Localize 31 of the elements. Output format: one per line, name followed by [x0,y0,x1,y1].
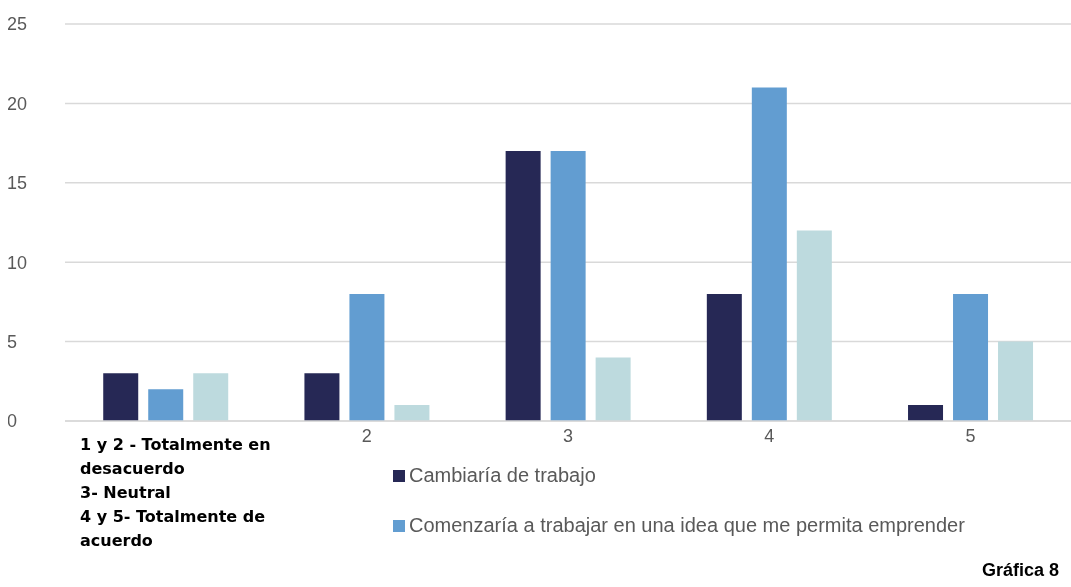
y-tick-label: 15 [7,173,28,194]
x-tick-label: 3 [562,425,574,446]
bar [706,293,742,421]
y-tick-label: 25 [7,14,28,35]
bar [304,373,340,421]
bar [550,151,586,421]
bar [394,405,430,421]
y-tick-label: 5 [7,331,18,352]
bar [908,405,944,421]
bar [751,87,787,421]
legend-label: Cambiaría de trabajo [409,463,597,487]
x-tick-label: 5 [965,425,976,446]
y-tick-label: 10 [7,252,28,273]
bar [998,341,1034,421]
bar [193,373,229,421]
bar [595,357,631,421]
bar [148,389,184,421]
x-tick-label: 2 [361,425,372,446]
bar [103,373,139,421]
bar [796,230,832,421]
text: Gráfica 8 [981,560,1059,581]
text: 3- Neutral [80,482,172,504]
text: 4 y 5- Totalmente de acuerdo [80,506,267,552]
bar [505,151,541,421]
x-tick-label: 4 [764,425,775,446]
bar [349,293,385,421]
legend-label: Comenzaría a trabajar en una idea que me permita emprender [409,513,966,537]
y-tick-label: 20 [7,93,28,114]
text: 1 y 2 - Totalmente en desacuerdo [80,434,272,480]
y-tick-label: 0 [7,411,18,432]
bar [953,293,989,421]
